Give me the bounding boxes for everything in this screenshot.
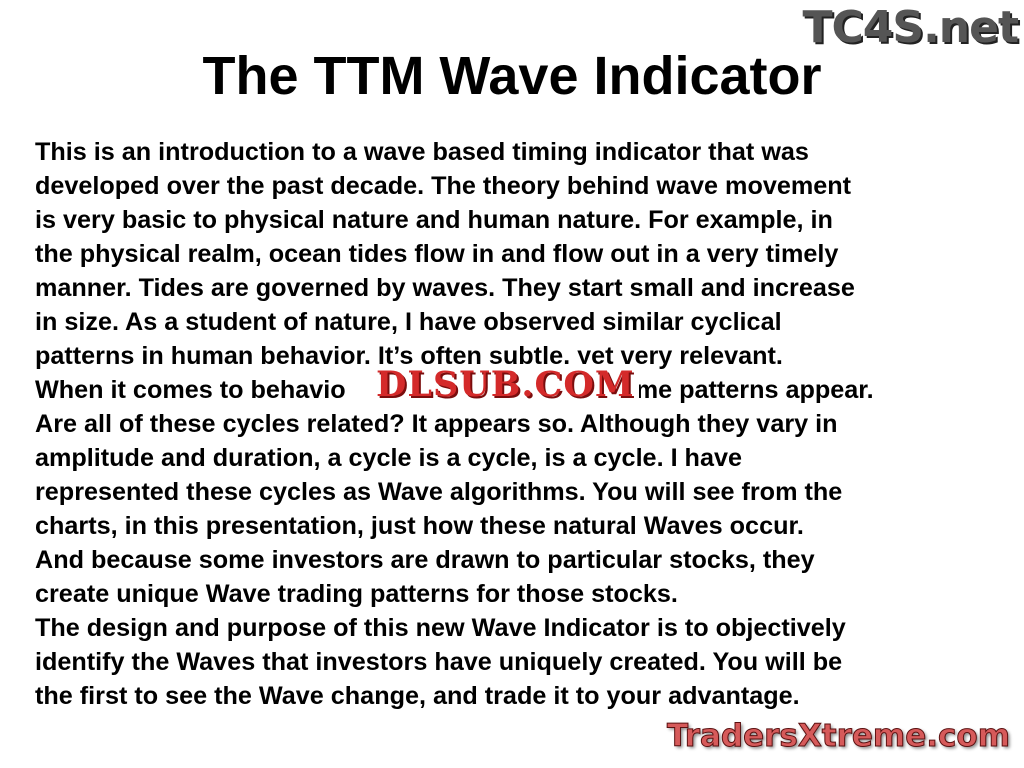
body-fragment: When it comes to behavio xyxy=(35,376,346,404)
watermark-tradersxtreme: TradersXtreme.com xyxy=(666,718,1010,755)
body-line: the physical realm, ocean tides flow in … xyxy=(35,240,839,268)
body-line: create unique Wave trading patterns for … xyxy=(35,580,678,608)
body-line: developed over the past decade. The theo… xyxy=(35,172,852,200)
body-line: This is an introduction to a wave based … xyxy=(35,138,809,166)
body-line-obscured: When it comes to behavio me patterns appe… xyxy=(35,373,874,407)
watermark-dlsub: DLSUB.COM xyxy=(372,364,639,405)
body-line: And because some investors are drawn to … xyxy=(35,546,815,574)
body-line: manner. Tides are governed by waves. The… xyxy=(35,274,855,302)
body-line: charts, in this presentation, just how t… xyxy=(35,512,804,540)
slide-title: The TTM Wave Indicator xyxy=(202,46,822,106)
body-line: the first to see the Wave change, and tr… xyxy=(35,682,800,710)
body-line: Are all of these cycles related? It appe… xyxy=(35,410,838,438)
body-line: represented these cycles as Wave algorit… xyxy=(35,478,843,506)
body-line: is very basic to physical nature and hum… xyxy=(35,206,833,234)
watermark-tc4s: TC4S.net xyxy=(802,2,1019,53)
body-fragment: me patterns appear. xyxy=(635,376,874,404)
body-line: The design and purpose of this new Wave … xyxy=(35,614,846,642)
body-line: identify the Waves that investors have u… xyxy=(35,648,843,676)
body-line: in size. As a student of nature, I have … xyxy=(35,308,782,336)
body-line: amplitude and duration, a cycle is a cyc… xyxy=(35,444,742,472)
